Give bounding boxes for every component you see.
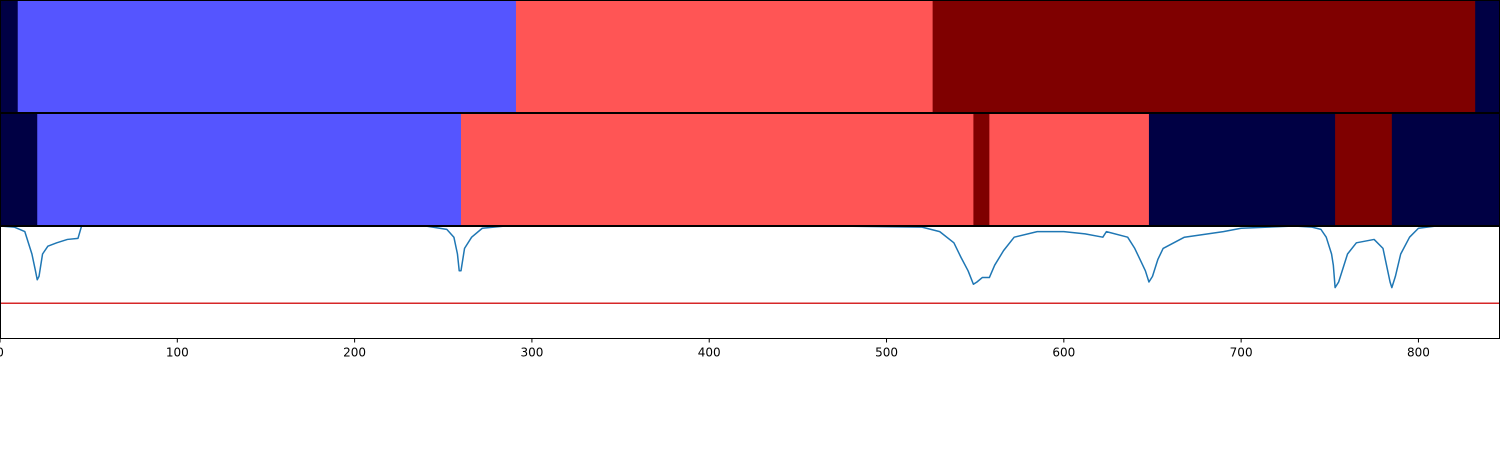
x-tick-label: 500 — [875, 346, 898, 360]
heatmap-top-segment-1 — [17, 0, 517, 112]
x-tick-label: 300 — [520, 346, 543, 360]
x-tick-label: 100 — [166, 346, 189, 360]
heatmap-top-segment-2 — [515, 0, 934, 112]
x-tick-label: 200 — [343, 346, 366, 360]
heatmap-middle-segment-0 — [0, 113, 38, 225]
x-tick-label: 400 — [698, 346, 721, 360]
heatmap-middle-segment-2 — [460, 113, 974, 225]
heatmap-middle-segment-7 — [1391, 113, 1500, 225]
series-line — [0, 226, 1500, 289]
line-plot-panel — [0, 226, 1500, 305]
x-tick-label: 0 — [0, 346, 4, 360]
heatmap-middle-segment-4 — [989, 113, 1150, 225]
x-tick-label: 700 — [1230, 346, 1253, 360]
heatmap-middle-segment-6 — [1335, 113, 1393, 225]
heatmap-middle-segment-1 — [37, 113, 462, 225]
heatmap-middle-segment-5 — [1148, 113, 1336, 225]
heatmap-top-segment-3 — [932, 0, 1476, 112]
x-tick-label: 600 — [1052, 346, 1075, 360]
x-tick-label: 800 — [1407, 346, 1430, 360]
heatmap-top-segment-4 — [1475, 0, 1500, 112]
panel-frame-2 — [0, 226, 1500, 339]
heatmap-row-top — [0, 0, 1500, 112]
x-axis: 0 100 200 300 400 500 600 700 800 — [0, 338, 1430, 360]
heatmap-top-segment-0 — [0, 0, 19, 112]
heatmap-middle-segment-3 — [973, 113, 990, 225]
heatmap-row-middle — [0, 113, 1500, 225]
